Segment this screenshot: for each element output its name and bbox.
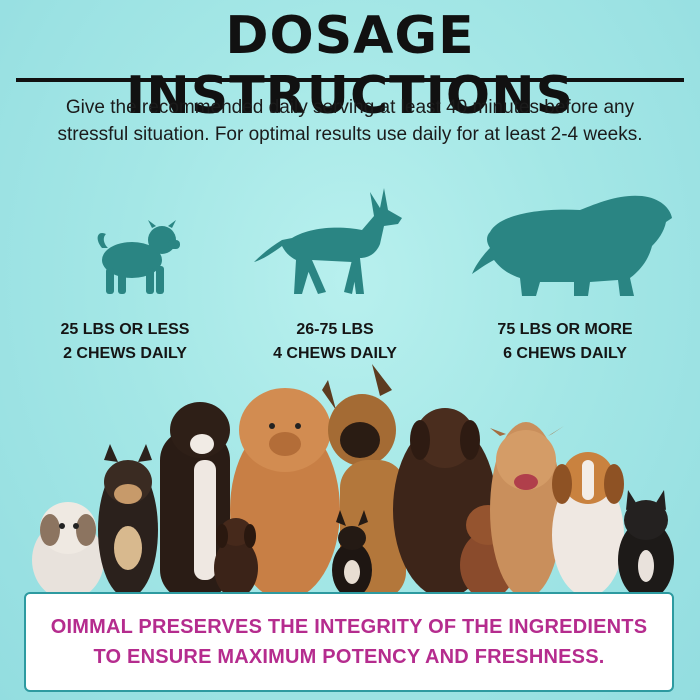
dosage-medium: 26-75 LBS 4 CHEWS DAILY <box>230 318 440 366</box>
chow-chow-dog <box>230 388 340 600</box>
boxer-dog <box>160 402 230 600</box>
chihuahua-dog <box>332 510 372 598</box>
freshness-banner: OIMMAL PRESERVES THE INTEGRITY OF THE IN… <box>24 592 674 692</box>
dosage-weight: 26-75 LBS <box>296 321 374 338</box>
large-dog-icon <box>472 195 672 296</box>
dosage-amount: 4 CHEWS DAILY <box>273 345 397 362</box>
dog-group-photo <box>32 364 674 600</box>
dosage-large: 75 LBS OR MORE 6 CHEWS DAILY <box>460 318 670 366</box>
dachshund-dog <box>214 518 258 598</box>
banner-line-1: OIMMAL PRESERVES THE INTEGRITY OF THE IN… <box>50 616 648 638</box>
intro-text: Give the recommended daily serving at le… <box>14 94 686 148</box>
intro-line-1: Give the recommended daily serving at le… <box>65 97 635 118</box>
dosage-weight: 25 LBS OR LESS <box>60 321 190 338</box>
beagle-dog <box>552 452 624 597</box>
title-divider <box>16 78 684 82</box>
dosage-weight: 75 LBS OR MORE <box>497 321 633 338</box>
medium-dog-icon <box>254 188 402 294</box>
page-title: DOSAGE INSTRUCTIONS <box>125 6 575 126</box>
dosage-small: 25 LBS OR LESS 2 CHEWS DAILY <box>20 318 230 366</box>
intro-line-2: stressful situation. For optimal results… <box>57 124 643 145</box>
pit-bull-dog <box>490 422 564 598</box>
banner-line-2: TO ENSURE MAXIMUM POTENCY AND FRESHNESS. <box>93 646 605 668</box>
shih-tzu-dog <box>32 502 104 600</box>
shiba-dog <box>98 444 158 598</box>
dosage-amount: 6 CHEWS DAILY <box>503 345 627 362</box>
small-dog-icon <box>97 220 180 294</box>
french-bulldog-dog <box>618 490 674 600</box>
dosage-amount: 2 CHEWS DAILY <box>63 345 187 362</box>
